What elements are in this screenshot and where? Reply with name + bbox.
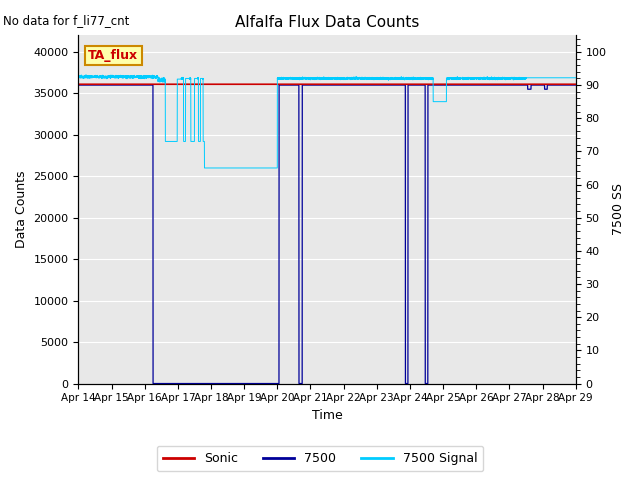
Legend: Sonic, 7500, 7500 Signal: Sonic, 7500, 7500 Signal [157, 446, 483, 471]
Y-axis label: Data Counts: Data Counts [15, 171, 28, 248]
X-axis label: Time: Time [312, 409, 342, 422]
Text: TA_flux: TA_flux [88, 49, 138, 62]
Y-axis label: 7500 SS: 7500 SS [612, 183, 625, 235]
Title: Alfalfa Flux Data Counts: Alfalfa Flux Data Counts [235, 15, 419, 30]
Text: No data for f_li77_cnt: No data for f_li77_cnt [3, 14, 129, 27]
